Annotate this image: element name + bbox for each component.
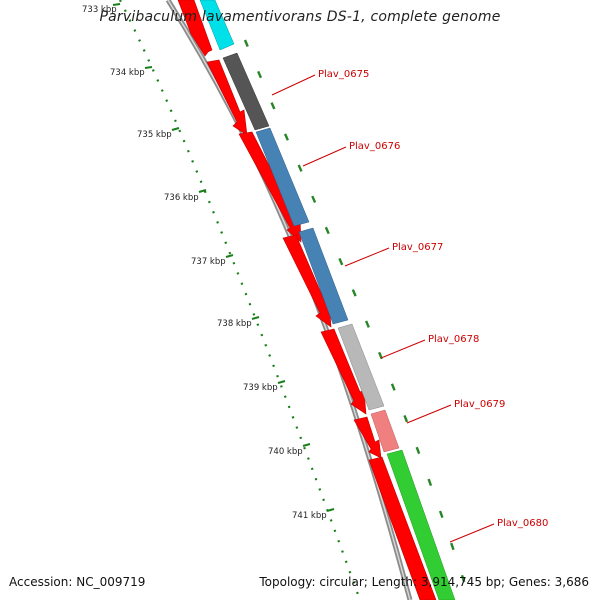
gene-label-leader bbox=[344, 247, 390, 267]
ruler-tick-mark bbox=[225, 254, 234, 258]
gene-arrow bbox=[368, 456, 437, 600]
gene-arrow bbox=[206, 59, 248, 136]
gene-arrow bbox=[238, 131, 302, 243]
cog-segment-dark-gray bbox=[222, 52, 270, 131]
ruler-tick-label: 741 kbp bbox=[292, 511, 327, 521]
backbone-line-outer bbox=[165, 0, 413, 600]
ruler-tick-label: 733 kbp bbox=[82, 5, 117, 15]
gene-arrow bbox=[320, 328, 367, 415]
gene-label-leader bbox=[406, 404, 452, 424]
ruler-tick-label: 736 kbp bbox=[164, 193, 199, 203]
map-title: Parvibaculum lavamentivorans DS-1, compl… bbox=[99, 9, 501, 25]
cog-segment-cyan bbox=[199, 0, 235, 51]
ruler-tick-mark bbox=[198, 189, 207, 193]
gene-label[interactable]: Plav_0680 bbox=[497, 518, 548, 529]
ruler-tick-label: 734 kbp bbox=[110, 68, 145, 78]
cog-segment-salmon bbox=[370, 409, 400, 453]
cog-track bbox=[199, 0, 456, 600]
gene-label[interactable]: Plav_0677 bbox=[392, 242, 443, 253]
ruler-tick-mark bbox=[277, 380, 286, 384]
ruler-tick-mark bbox=[326, 508, 335, 512]
gene-label-leader bbox=[271, 74, 316, 96]
gene-label-leader bbox=[380, 339, 426, 359]
gene-label-leader bbox=[449, 523, 495, 543]
ruler-tick-mark bbox=[144, 66, 153, 69]
ruler-tick-label: 740 kbp bbox=[268, 447, 303, 457]
ruler-tick-mark bbox=[112, 3, 121, 6]
gene-arrow bbox=[353, 416, 382, 459]
cog-ring-ticks bbox=[243, 39, 472, 600]
ruler-tick-label: 737 kbp bbox=[191, 257, 226, 267]
ruler-tick-mark bbox=[302, 443, 311, 447]
gene-label[interactable]: Plav_0679 bbox=[454, 399, 505, 410]
cog-segment-green bbox=[386, 449, 456, 600]
cog-segment-blue bbox=[298, 227, 349, 325]
gene-label[interactable]: Plav_0676 bbox=[349, 141, 400, 152]
genome-summary-text: Topology: circular; Length: 3,914,745 bp… bbox=[259, 575, 589, 589]
forward-gene-track bbox=[177, 0, 437, 600]
ruler-tick-label: 735 kbp bbox=[137, 130, 172, 140]
accession-text: Accession: NC_009719 bbox=[9, 575, 146, 589]
cog-segment-blue bbox=[255, 127, 310, 227]
gene-label[interactable]: Plav_0675 bbox=[318, 69, 369, 80]
cog-segment-light-gray bbox=[337, 323, 385, 411]
gene-label[interactable]: Plav_0678 bbox=[428, 334, 479, 345]
ruler-dotted-line bbox=[119, 0, 362, 600]
ruler-tick-label: 739 kbp bbox=[243, 383, 278, 393]
ruler-tick-mark bbox=[251, 316, 260, 320]
gene-label-leader bbox=[302, 146, 347, 167]
gene-arrow bbox=[177, 0, 213, 57]
ruler-tick-mark bbox=[171, 127, 180, 131]
backbone-line-inner bbox=[167, 0, 411, 600]
ruler-tick-label: 738 kbp bbox=[217, 319, 252, 329]
